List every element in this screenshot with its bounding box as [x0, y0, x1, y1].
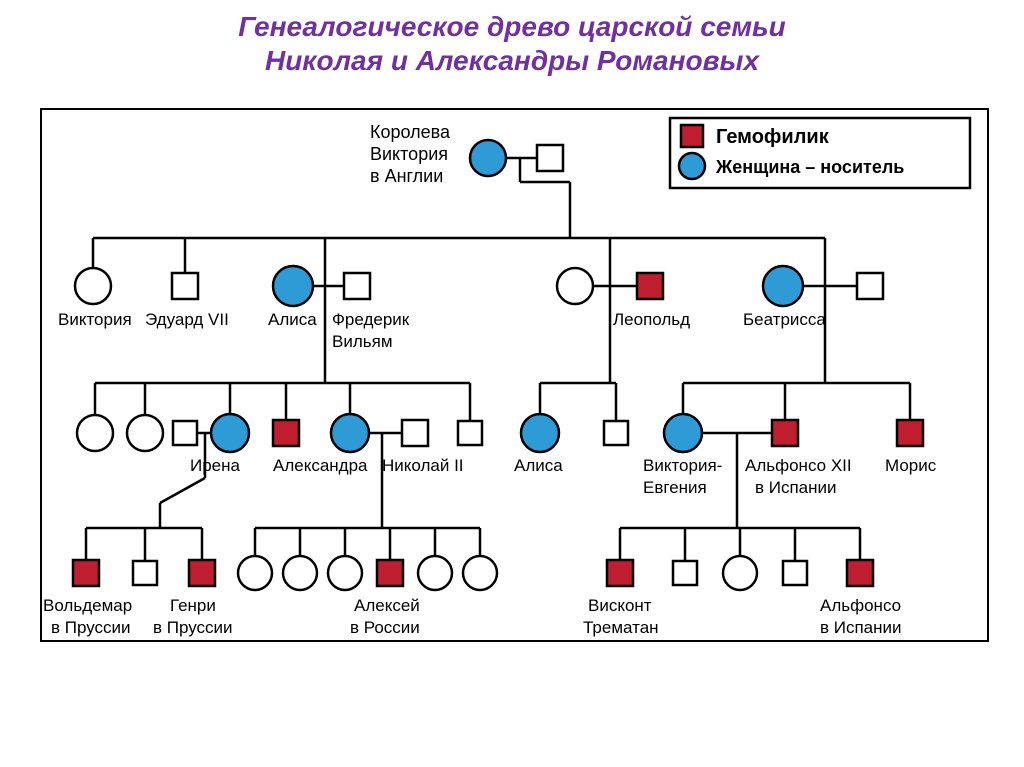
node-alex	[331, 414, 369, 452]
label: Вольдемар	[43, 596, 132, 615]
label: Морис	[885, 456, 937, 475]
node-beatrH	[857, 273, 883, 299]
label: Альфонсо XII	[745, 456, 852, 475]
node-g4c2	[283, 556, 317, 590]
label: Висконт	[588, 596, 652, 615]
node-victI	[470, 140, 506, 176]
node-g3c2	[127, 415, 163, 451]
node-henri	[189, 560, 215, 586]
node-g4s1	[133, 561, 157, 585]
node-alisa	[521, 414, 559, 452]
node-alf12	[772, 420, 798, 446]
label: Эдуард VII	[145, 310, 229, 329]
label: Виктория	[370, 144, 448, 164]
title-line-2: Николая и Александры Романовых	[265, 45, 759, 76]
label: в Пруссии	[51, 618, 131, 637]
node-alice	[273, 266, 313, 306]
label: в России	[350, 618, 420, 637]
node-alexey	[377, 560, 403, 586]
node-g4s3	[783, 561, 807, 585]
label: Беатрисса	[743, 310, 826, 329]
node-g4c4	[418, 556, 452, 590]
legend-swatch-1	[679, 153, 705, 179]
label: Виктория	[58, 310, 132, 329]
title-line-1: Генеалогическое древо царской семьи	[238, 11, 786, 42]
label: Николай II	[382, 456, 464, 475]
edge	[160, 478, 205, 503]
node-irena	[211, 414, 249, 452]
node-albert	[537, 145, 563, 171]
label: Генри	[170, 596, 216, 615]
label: Королева	[370, 122, 451, 142]
label: Фредерик	[332, 310, 410, 329]
label: Алиса	[268, 310, 317, 329]
node-g4s2	[673, 561, 697, 585]
node-visc	[607, 560, 633, 586]
node-g3s4	[604, 421, 628, 445]
node-g4c6	[723, 556, 757, 590]
edges-layer	[86, 158, 910, 561]
label: Трематан	[583, 618, 659, 637]
node-fem0	[557, 268, 593, 304]
node-g3s1	[173, 421, 197, 445]
node-ve	[664, 414, 702, 452]
label: Евгения	[643, 478, 707, 497]
pedigree-chart: КоролеваВикторияв АнглииВикторияЭдуард V…	[40, 108, 985, 638]
label: Алексей	[354, 596, 420, 615]
label: Леопольд	[613, 310, 690, 329]
node-g3s3	[458, 421, 482, 445]
label: в Англии	[370, 166, 443, 186]
label: Вильям	[332, 332, 393, 351]
legend-label-0: Гемофилик	[716, 126, 830, 148]
legend: Гемофилик Женщина – носитель	[670, 118, 970, 188]
label: Александра	[273, 456, 368, 475]
label: в Пруссии	[153, 618, 233, 637]
legend-label-1: Женщина – носитель	[715, 157, 904, 177]
node-wolde	[73, 560, 99, 586]
label: Ирена	[190, 456, 241, 475]
node-beatr	[763, 266, 803, 306]
node-g4c1	[238, 556, 272, 590]
node-g4c5	[463, 556, 497, 590]
label: Виктория-	[643, 456, 722, 475]
node-leopold	[637, 273, 663, 299]
page-title: Генеалогическое древо царской семьи Нико…	[0, 0, 1024, 85]
node-g4c3	[328, 556, 362, 590]
node-vict2	[75, 268, 111, 304]
node-fred	[344, 273, 370, 299]
label: Алиса	[514, 456, 563, 475]
node-nic2	[402, 420, 428, 446]
nodes-layer	[73, 140, 923, 590]
label: Альфонсо	[820, 596, 901, 615]
node-g3c1	[77, 415, 113, 451]
legend-swatch-0	[681, 125, 703, 147]
node-moris	[897, 420, 923, 446]
node-edward	[172, 273, 198, 299]
node-g3s2	[273, 420, 299, 446]
label: в Испании	[820, 618, 902, 637]
node-alfsp	[847, 560, 873, 586]
label: в Испании	[755, 478, 837, 497]
